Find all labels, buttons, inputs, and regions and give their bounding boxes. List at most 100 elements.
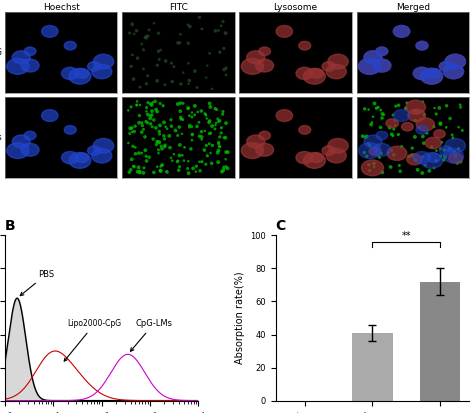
Circle shape <box>322 62 335 71</box>
Circle shape <box>241 58 264 74</box>
Point <box>128 126 135 132</box>
Point <box>377 107 384 113</box>
Circle shape <box>393 26 410 37</box>
Point <box>216 133 224 140</box>
Circle shape <box>420 68 443 84</box>
Point <box>213 106 220 113</box>
Point <box>196 133 203 140</box>
Point <box>377 124 384 131</box>
Point <box>196 159 203 165</box>
Point <box>144 72 151 79</box>
Point <box>157 143 165 150</box>
Point <box>196 14 203 21</box>
Point <box>177 114 184 121</box>
Circle shape <box>276 110 292 121</box>
Point <box>361 106 368 112</box>
Circle shape <box>393 110 410 121</box>
Point <box>430 165 438 171</box>
Point <box>222 149 230 155</box>
Point <box>176 164 183 170</box>
Point <box>380 112 387 118</box>
Circle shape <box>427 69 440 78</box>
Point <box>188 114 196 120</box>
Circle shape <box>322 146 335 155</box>
Point <box>192 163 200 169</box>
Bar <box>420 282 460 401</box>
Point <box>364 140 372 147</box>
Point <box>130 164 138 170</box>
Point <box>218 130 225 136</box>
Circle shape <box>326 64 346 79</box>
Point <box>193 123 201 130</box>
Point <box>202 161 210 168</box>
Point <box>125 140 132 146</box>
Point <box>419 170 426 176</box>
Point <box>437 121 444 128</box>
Point <box>413 109 421 116</box>
Point <box>156 167 164 174</box>
Point <box>409 145 416 152</box>
Point <box>154 164 161 170</box>
Point <box>368 119 376 126</box>
Point <box>403 100 410 106</box>
Text: CpG-LMs: CpG-LMs <box>130 319 173 351</box>
Point <box>457 104 465 111</box>
Point <box>196 168 204 174</box>
Point <box>142 119 150 125</box>
Circle shape <box>255 143 273 156</box>
Circle shape <box>303 152 325 169</box>
Circle shape <box>444 64 464 79</box>
Circle shape <box>328 138 348 153</box>
Point <box>175 124 183 131</box>
Point <box>214 150 221 156</box>
Circle shape <box>413 67 430 80</box>
Point <box>366 167 374 174</box>
Point <box>206 50 213 57</box>
Point <box>131 123 139 129</box>
Circle shape <box>93 54 114 69</box>
Point <box>155 56 163 63</box>
Point <box>173 158 181 165</box>
Point <box>215 139 222 145</box>
Point <box>441 154 449 160</box>
Point <box>143 81 150 87</box>
Point <box>219 167 227 173</box>
Point <box>205 140 213 147</box>
Circle shape <box>416 126 428 134</box>
Point <box>163 126 171 132</box>
Point <box>155 128 163 135</box>
Point <box>150 116 157 123</box>
Circle shape <box>12 135 30 148</box>
Point <box>147 101 155 107</box>
Point <box>448 132 456 138</box>
Point <box>202 111 210 118</box>
Point <box>215 27 222 34</box>
Point <box>184 158 192 164</box>
Point <box>218 22 225 29</box>
Circle shape <box>246 51 265 64</box>
Point <box>216 49 224 56</box>
Point <box>128 52 136 58</box>
Point <box>141 34 149 40</box>
Point <box>370 160 378 167</box>
Point <box>201 147 208 153</box>
Circle shape <box>393 26 410 37</box>
Point <box>224 165 231 172</box>
Point <box>222 71 230 78</box>
Point <box>208 123 216 129</box>
Point <box>192 169 200 175</box>
Point <box>437 153 445 159</box>
Point <box>198 26 206 32</box>
Point <box>363 153 371 159</box>
Point <box>198 134 205 140</box>
Point <box>215 118 222 125</box>
Point <box>405 154 412 160</box>
Point <box>442 124 450 131</box>
Circle shape <box>376 47 388 55</box>
Point <box>406 153 414 159</box>
Point <box>185 77 193 84</box>
Point <box>180 157 188 164</box>
Point <box>143 108 150 115</box>
Point <box>151 98 159 104</box>
Point <box>395 102 402 109</box>
